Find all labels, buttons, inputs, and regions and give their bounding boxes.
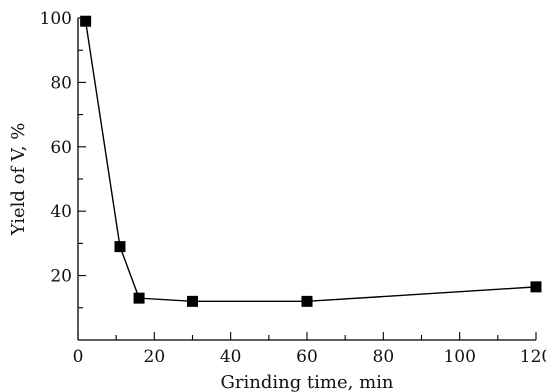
- data-point: [530, 281, 542, 293]
- x-tick-label: 20: [144, 347, 166, 367]
- x-tick-label: 0: [73, 347, 84, 367]
- data-point: [80, 15, 92, 27]
- series-points-group: [80, 15, 542, 307]
- data-point: [301, 295, 313, 307]
- y-tick-label: 100: [40, 9, 72, 29]
- x-tick-label: 60: [296, 347, 318, 367]
- y-tick-label: 60: [50, 138, 72, 158]
- x-tick-label: 40: [220, 347, 242, 367]
- y-tick-label: 20: [50, 267, 72, 287]
- x-axis-title: Grinding time, min: [220, 372, 393, 392]
- y-tick-label: 80: [50, 73, 72, 93]
- x-tick-label: 80: [373, 347, 395, 367]
- data-point: [133, 292, 145, 304]
- x-tick-label: 120: [520, 347, 546, 367]
- series-line: [84, 21, 537, 303]
- y-tick-label: 40: [50, 202, 72, 222]
- data-point: [187, 295, 198, 307]
- series-line-group: [84, 21, 537, 303]
- y-axis-title: Yield of V, %: [8, 123, 29, 237]
- data-point: [114, 241, 126, 253]
- x-tick-label: 100: [443, 347, 475, 367]
- tick-labels: 0 20 40 60 80 100 120 20 40 60 80 100: [40, 9, 546, 367]
